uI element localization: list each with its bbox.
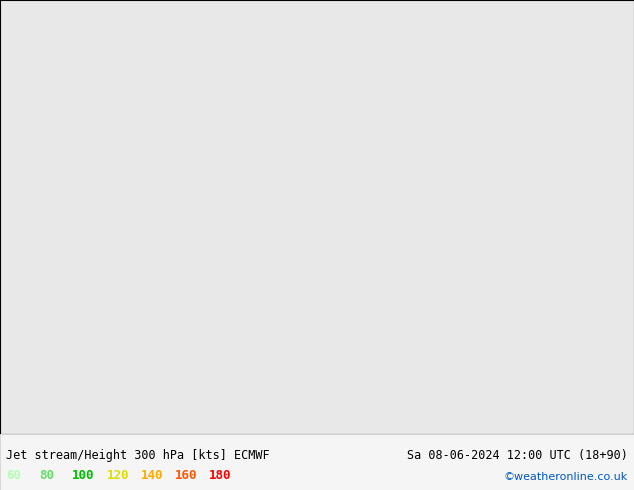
Text: 160: 160	[175, 468, 197, 482]
Text: Sa 08-06-2024 12:00 UTC (18+90): Sa 08-06-2024 12:00 UTC (18+90)	[407, 449, 628, 463]
Text: 120: 120	[107, 468, 129, 482]
Text: 140: 140	[141, 468, 163, 482]
Text: 60: 60	[6, 468, 22, 482]
Text: 80: 80	[39, 468, 55, 482]
Text: 180: 180	[209, 468, 231, 482]
Text: ©weatheronline.co.uk: ©weatheronline.co.uk	[503, 471, 628, 482]
Text: Jet stream/Height 300 hPa [kts] ECMWF: Jet stream/Height 300 hPa [kts] ECMWF	[6, 449, 270, 463]
Text: 100: 100	[72, 468, 94, 482]
